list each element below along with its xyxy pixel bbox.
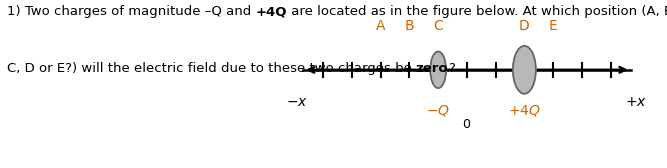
Text: C: C bbox=[434, 19, 443, 33]
Text: D: D bbox=[519, 19, 530, 33]
Text: $0$: $0$ bbox=[462, 118, 472, 131]
Text: zero: zero bbox=[416, 62, 448, 75]
Ellipse shape bbox=[430, 52, 446, 88]
Text: $+x$: $+x$ bbox=[626, 95, 648, 109]
Ellipse shape bbox=[513, 46, 536, 94]
Text: are located as in the figure below. At which position (A, B,: are located as in the figure below. At w… bbox=[287, 5, 667, 18]
Text: E: E bbox=[549, 19, 558, 33]
Text: $-Q$: $-Q$ bbox=[426, 103, 450, 118]
Text: B: B bbox=[405, 19, 414, 33]
Text: C, D or E?) will the electric field due to these two charges be: C, D or E?) will the electric field due … bbox=[7, 62, 416, 75]
Text: +4Q: +4Q bbox=[255, 5, 287, 18]
Text: $+4Q$: $+4Q$ bbox=[508, 103, 541, 118]
Text: ?: ? bbox=[448, 62, 456, 75]
Text: A: A bbox=[376, 19, 386, 33]
Text: $-x$: $-x$ bbox=[286, 95, 308, 109]
Text: 1) Two charges of magnitude –Q and: 1) Two charges of magnitude –Q and bbox=[7, 5, 255, 18]
